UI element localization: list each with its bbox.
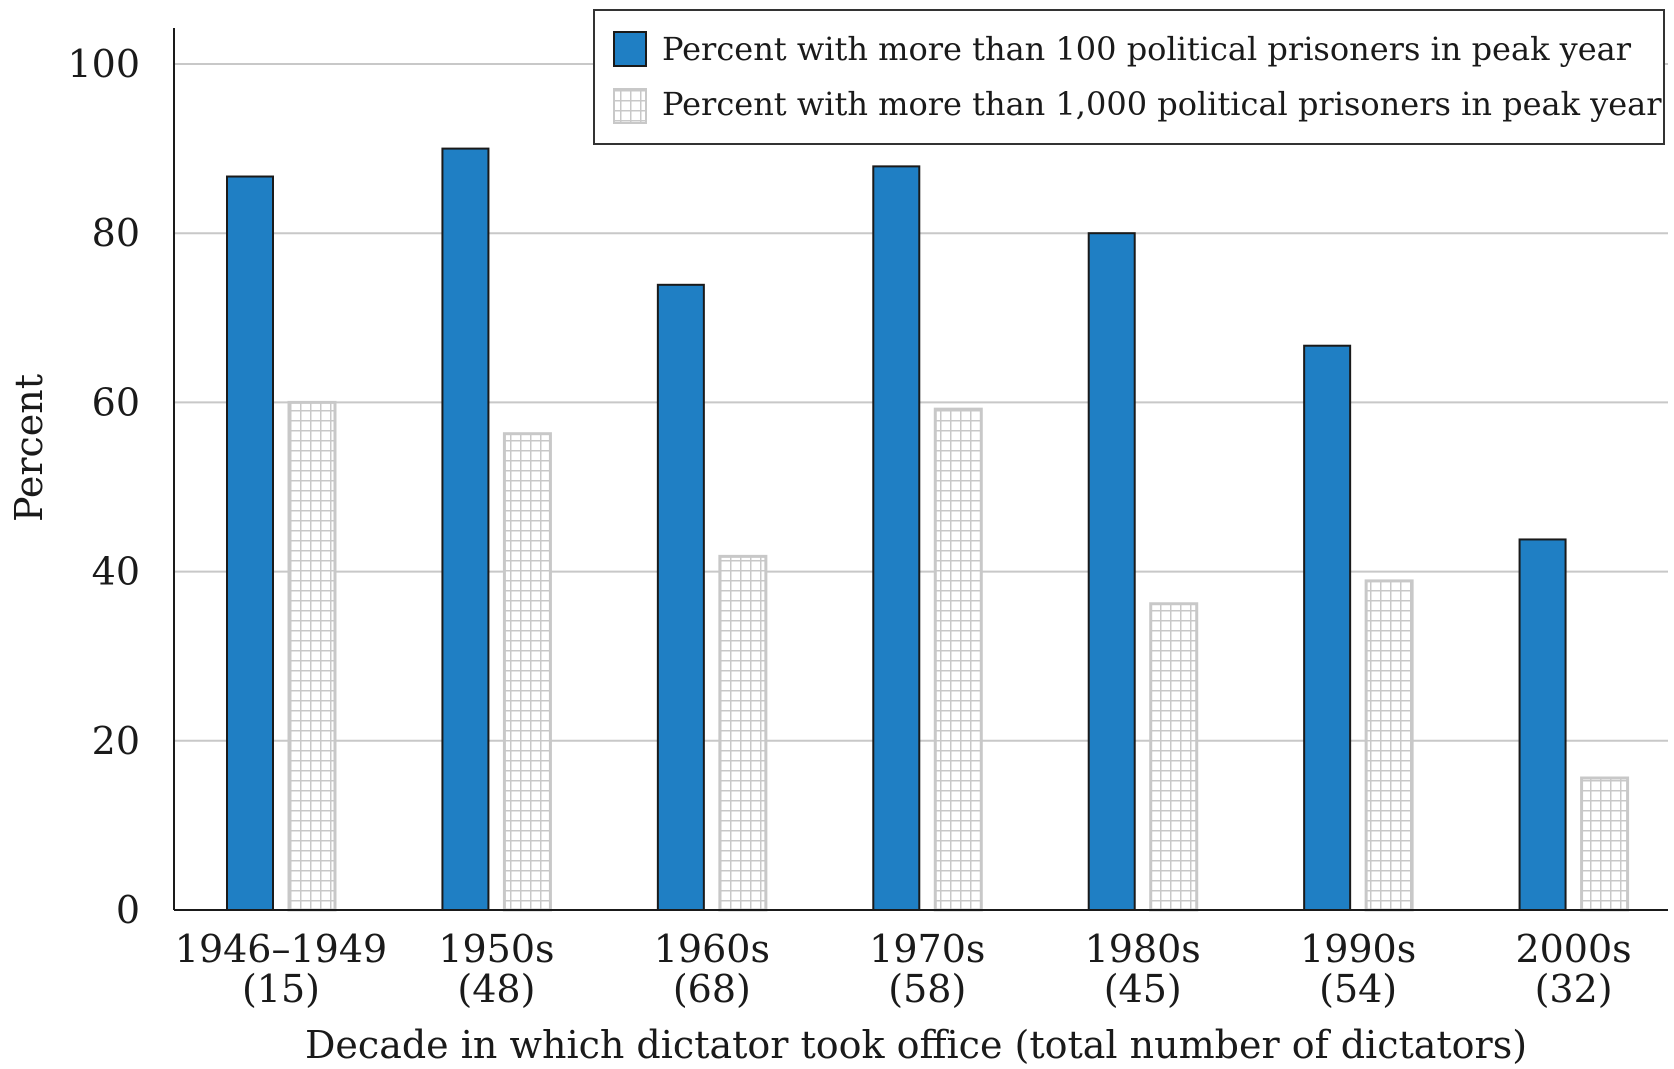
y-tick-label: 100 [67, 42, 140, 86]
bar-series-1 [1518, 538, 1567, 912]
bars [226, 147, 1630, 912]
x-tick-labels: 1946–1949(15) 1950s(48) 1960s(68) 1970s(58)… [175, 927, 1632, 1011]
bar-series-2 [933, 407, 983, 912]
y-tick-label: 0 [116, 888, 140, 932]
x-tick-label: 1990s [1300, 927, 1416, 971]
y-tick-label: 80 [92, 211, 140, 255]
x-tick-label: 1970s [869, 927, 985, 971]
x-tick-count: (48) [457, 967, 535, 1011]
legend-swatch-series-2 [613, 88, 647, 124]
bar-series-1 [656, 283, 705, 911]
gridlines [174, 63, 1668, 742]
legend-box [593, 9, 1665, 145]
bar-series-2 [1149, 602, 1199, 912]
x-tick-count: (32) [1535, 967, 1613, 1011]
bar-series-2 [1364, 579, 1414, 912]
bar-series-1 [872, 165, 921, 911]
bar-series-2 [1580, 776, 1630, 912]
y-tick-labels: 0 20 40 60 80 100 [67, 42, 140, 932]
legend-label-series-1: Percent with more than 100 political pri… [662, 30, 1632, 68]
x-tick-label: 1980s [1085, 927, 1201, 971]
bar-series-2 [718, 554, 768, 912]
x-tick-label: 1946–1949 [175, 927, 387, 971]
bar-series-1 [1087, 232, 1136, 911]
x-tick-count: (68) [673, 967, 751, 1011]
x-tick-count: (15) [242, 967, 320, 1011]
legend-swatch-series-1 [613, 31, 647, 67]
x-tick-count: (58) [888, 967, 966, 1011]
x-tick-label: 2000s [1515, 927, 1631, 971]
legend: Percent with more than 100 political pri… [593, 9, 1665, 145]
y-tick-label: 60 [92, 380, 140, 424]
bar-series-2 [287, 400, 337, 912]
y-tick-label: 40 [92, 550, 140, 594]
y-axis-title: Percent [7, 374, 51, 522]
bar-series-2 [502, 432, 552, 912]
bar-series-1 [1303, 344, 1352, 911]
x-tick-label: 1960s [654, 927, 770, 971]
bar-series-1 [441, 147, 490, 912]
axes [173, 28, 1668, 911]
x-tick-count: (54) [1319, 967, 1397, 1011]
x-axis-title: Decade in which dictator took office (to… [305, 1023, 1527, 1067]
legend-label-series-2: Percent with more than 1,000 political p… [662, 85, 1662, 123]
x-tick-label: 1950s [438, 927, 554, 971]
x-tick-count: (45) [1104, 967, 1182, 1011]
y-tick-label: 20 [92, 719, 140, 763]
bar-series-1 [226, 175, 274, 911]
